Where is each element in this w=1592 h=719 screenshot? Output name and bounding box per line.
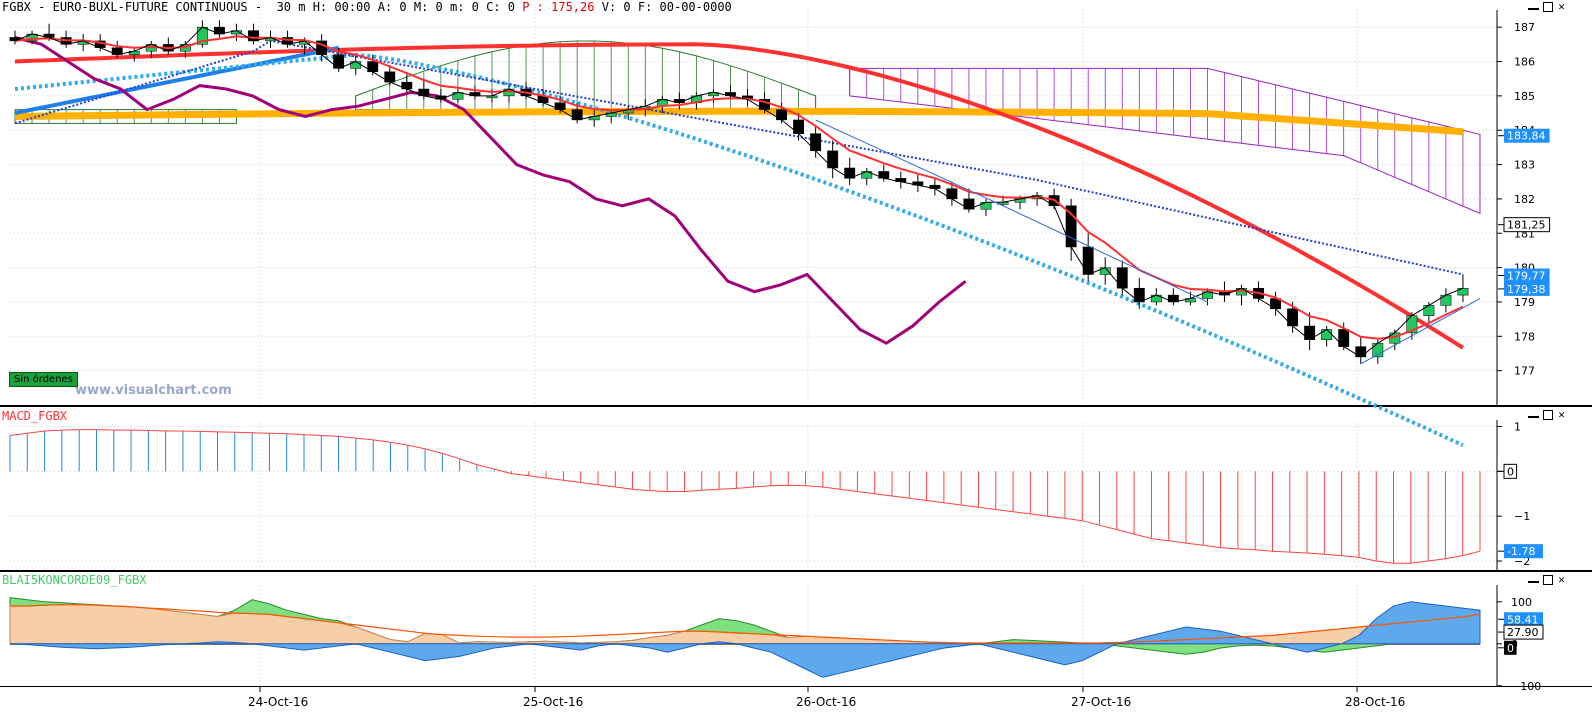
watermark: www.visualchart.com bbox=[75, 383, 232, 398]
osc-tag: 0 bbox=[1507, 642, 1514, 655]
price-pane-separator bbox=[0, 405, 1592, 407]
macd-tick-label: −1 bbox=[1514, 510, 1530, 523]
date-label: 27-Oct-16 bbox=[1071, 695, 1131, 709]
readout-price: P : 175,26 bbox=[522, 0, 595, 14]
symbol-label: FGBX bbox=[2, 0, 31, 14]
minimize-icon[interactable] bbox=[1528, 2, 1539, 10]
osc-maximize-icon[interactable] bbox=[1543, 575, 1553, 585]
price-panel[interactable]: FGBX - EURO-BUXL-FUTURE CONTINUOUS - 30 … bbox=[0, 0, 1592, 407]
candle-down bbox=[827, 150, 839, 169]
date-label: 28-Oct-16 bbox=[1345, 695, 1405, 709]
price-tick-label: 179 bbox=[1514, 296, 1535, 309]
price-tag-bg bbox=[1504, 281, 1550, 296]
macd-minimize-icon[interactable] bbox=[1528, 410, 1539, 418]
price-tag: 179,38 bbox=[1507, 283, 1546, 296]
price-tag: 179,77 bbox=[1507, 270, 1546, 283]
candle-down bbox=[1116, 267, 1128, 289]
macd-panel[interactable]: MACD_FGBX ✕ bbox=[0, 407, 1592, 572]
trendline bbox=[815, 119, 1004, 207]
candle-down bbox=[248, 30, 259, 42]
trendline bbox=[1360, 298, 1481, 365]
ichimoku-cloud-purple bbox=[849, 67, 1481, 215]
time-axis-line bbox=[0, 686, 1592, 687]
cyan-dotted-ma-line bbox=[14, 52, 1464, 448]
candle-up bbox=[1423, 305, 1435, 316]
maximize-icon[interactable] bbox=[1543, 2, 1553, 12]
trendline bbox=[1002, 205, 1208, 303]
macd-tick-label: −2 bbox=[1514, 555, 1530, 568]
macd-zero-tag: 0 bbox=[1507, 465, 1514, 478]
orange-ma-line bbox=[14, 107, 1464, 136]
candle-up bbox=[1440, 294, 1452, 306]
orders-badge[interactable]: Sin órdenes bbox=[9, 372, 78, 387]
candle-down bbox=[1133, 287, 1145, 303]
candle-down bbox=[793, 119, 805, 134]
macd-last-tag-bg bbox=[1504, 544, 1543, 559]
candle-down bbox=[1355, 346, 1367, 358]
macd-last-tag: -1.78 bbox=[1507, 545, 1535, 558]
price-tick-label: 187 bbox=[1514, 21, 1535, 34]
candle-down bbox=[1287, 308, 1299, 327]
price-tag: 183,84 bbox=[1507, 130, 1546, 143]
date-label: 26-Oct-16 bbox=[796, 695, 856, 709]
oscillator-panel[interactable]: BLAI5KONCORDE09_FGBX ✕ bbox=[0, 572, 1592, 719]
osc-tag-bg bbox=[1504, 612, 1543, 627]
price-tick-label: 178 bbox=[1514, 330, 1535, 343]
blue-ma-line bbox=[14, 45, 340, 115]
osc-tag: 58.41 bbox=[1507, 613, 1539, 626]
osc-signal-line bbox=[10, 604, 1481, 644]
candle-down bbox=[384, 71, 396, 83]
readout-suffix: V: 0 F: 00-00-0000 bbox=[601, 0, 732, 14]
osc-close-icon[interactable]: ✕ bbox=[1558, 573, 1565, 586]
candle-down bbox=[776, 109, 788, 121]
blue-dotted-line bbox=[14, 39, 1464, 276]
macd-pane-separator bbox=[0, 570, 1592, 572]
candle-down bbox=[1338, 329, 1350, 347]
osc-tick-label: 100 bbox=[1511, 596, 1532, 609]
close-line bbox=[14, 26, 1464, 358]
macd-envelope bbox=[9, 429, 1481, 564]
macd-title: MACD_FGBX bbox=[2, 409, 68, 423]
candle-down bbox=[946, 188, 958, 200]
red-long-ma-line bbox=[14, 42, 1465, 350]
osc-tick-label: −100 bbox=[1511, 680, 1541, 693]
macd-tick-label: 1 bbox=[1514, 420, 1521, 433]
osc-tag-bg bbox=[1504, 640, 1517, 655]
candle-down bbox=[571, 109, 583, 121]
candle-down bbox=[810, 133, 822, 152]
price-tick-label: 183 bbox=[1514, 159, 1535, 172]
chart-header: FGBX - EURO-BUXL-FUTURE CONTINUOUS - 30 … bbox=[2, 0, 732, 14]
instrument-name: EURO-BUXL-FUTURE CONTINUOUS bbox=[52, 0, 248, 14]
date-label: 24-Oct-16 bbox=[248, 695, 308, 709]
candle-down bbox=[1082, 246, 1094, 275]
oscillator-title: BLAI5KONCORDE09_FGBX bbox=[2, 573, 147, 587]
close-icon[interactable]: ✕ bbox=[1558, 0, 1565, 13]
price-tick-label: 182 bbox=[1514, 193, 1535, 206]
osc-tag: 27.90 bbox=[1507, 626, 1539, 639]
date-label: 25-Oct-16 bbox=[523, 695, 583, 709]
red-short-ma-line bbox=[14, 35, 1464, 340]
candle-up bbox=[1321, 329, 1333, 340]
macd-close-icon[interactable]: ✕ bbox=[1558, 408, 1565, 421]
price-tag-bg bbox=[1504, 128, 1550, 143]
price-tick-label: 177 bbox=[1514, 365, 1535, 378]
price-tick-label: 186 bbox=[1514, 56, 1535, 69]
magenta-lagging-line bbox=[14, 36, 967, 345]
candle-down bbox=[333, 54, 345, 69]
macd-maximize-icon[interactable] bbox=[1543, 410, 1553, 420]
price-tag: 181,25 bbox=[1507, 219, 1546, 232]
osc-minimize-icon[interactable] bbox=[1528, 575, 1539, 583]
candle-down bbox=[367, 61, 379, 73]
price-tag-bg bbox=[1504, 268, 1550, 283]
price-tick-label: 185 bbox=[1514, 90, 1535, 103]
readout-prefix: 30 m H: 00:00 A: 0 M: 0 m: 0 C: 0 bbox=[276, 0, 515, 14]
